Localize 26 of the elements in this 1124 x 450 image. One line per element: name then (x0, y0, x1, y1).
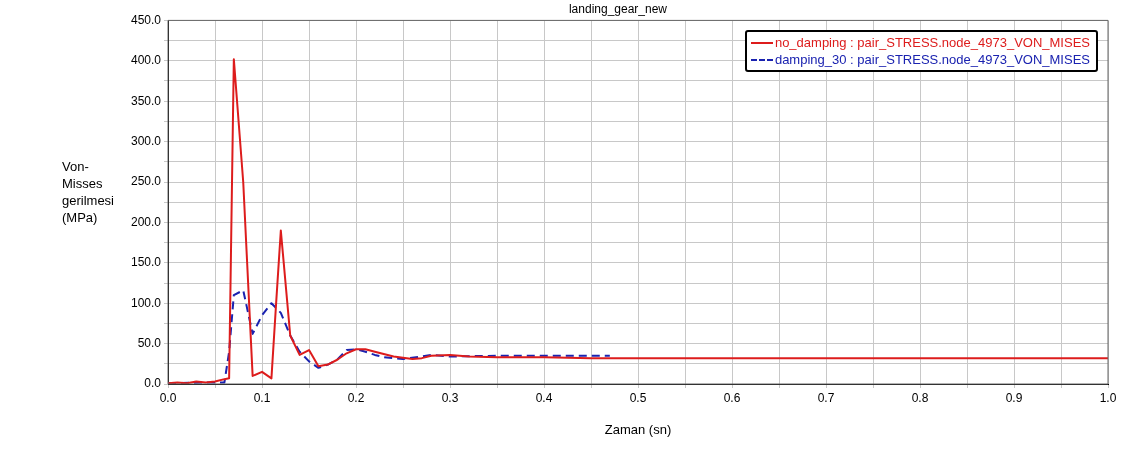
y-tick-label: 350.0 (131, 93, 162, 108)
x-tick-label: 0.3 (441, 390, 459, 405)
x-tick-label: 0.4 (535, 390, 553, 405)
y-tick-label: 250.0 (131, 174, 162, 189)
y-tick-label: 50.0 (137, 335, 162, 350)
y-tick-label: 200.0 (131, 214, 162, 229)
y-axis-title: Von-Misses gerilmesi (MPa) (62, 158, 115, 226)
x-tick-label: 0.9 (1005, 390, 1023, 405)
chart-title: landing_gear_new (568, 1, 668, 16)
y-tick-label: 300.0 (131, 133, 162, 148)
x-tick-label: 0.0 (159, 390, 177, 405)
x-tick-label: 0.6 (723, 390, 741, 405)
legend-label: damping_30 : pair_STRESS.node_4973_VON_MISES (774, 51, 1090, 69)
legend-label: no_damping : pair_STRESS.node_4973_VON_MISES (774, 34, 1090, 52)
x-axis-title: Zaman (sn) (604, 421, 672, 437)
y-tick-label: 0.0 (144, 376, 162, 391)
x-tick-label: 0.2 (347, 390, 365, 405)
y-tick-label: 450.0 (131, 12, 162, 27)
y-tick-label: 150.0 (131, 255, 162, 270)
x-tick-label: 0.8 (911, 390, 929, 405)
x-tick-label: 0.1 (253, 390, 271, 405)
x-tick-label: 1.0 (1099, 390, 1117, 405)
y-tick-label: 100.0 (131, 295, 162, 310)
x-tick-label: 0.7 (817, 390, 835, 405)
x-tick-label: 0.5 (629, 390, 647, 405)
y-tick-label: 400.0 (131, 53, 162, 68)
